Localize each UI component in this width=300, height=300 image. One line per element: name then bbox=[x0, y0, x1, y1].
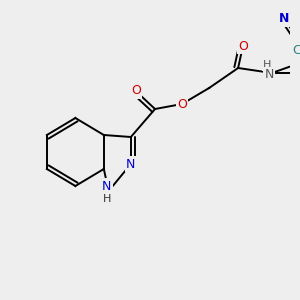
Text: O: O bbox=[177, 98, 187, 110]
Text: N: N bbox=[126, 158, 136, 170]
Text: C: C bbox=[293, 44, 300, 56]
Text: H: H bbox=[103, 194, 111, 204]
Text: H: H bbox=[263, 60, 271, 70]
Text: O: O bbox=[238, 40, 248, 52]
Text: N: N bbox=[264, 68, 274, 82]
Text: O: O bbox=[131, 85, 141, 98]
Text: N: N bbox=[279, 13, 290, 26]
Text: N: N bbox=[102, 179, 111, 193]
